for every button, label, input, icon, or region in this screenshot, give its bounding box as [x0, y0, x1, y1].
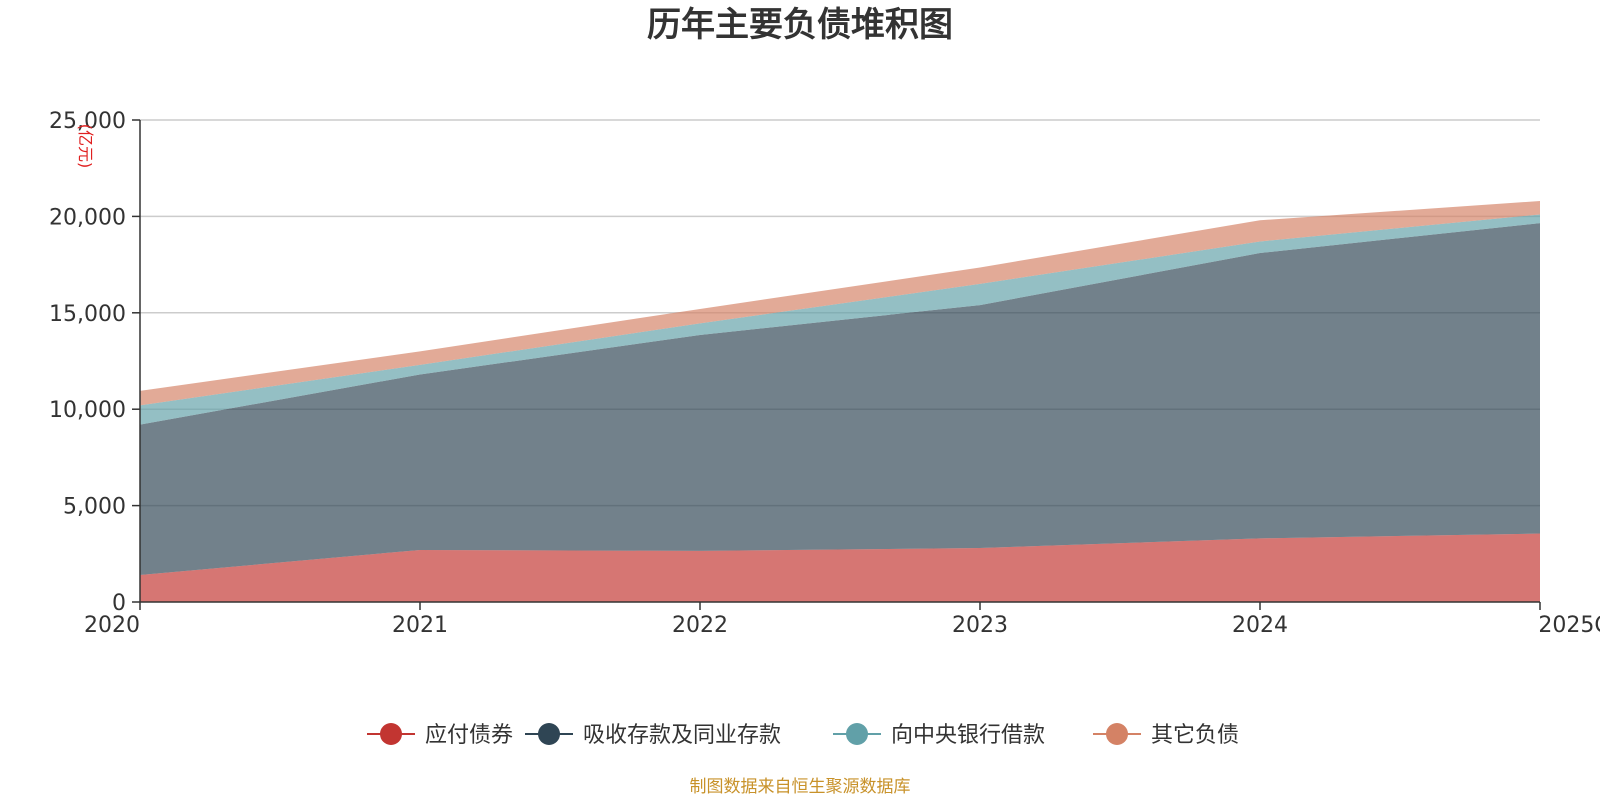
- y-tick-label: 10,000: [49, 398, 126, 423]
- legend-label: 其它负债: [1151, 723, 1239, 748]
- legend-item-2: 吸收存款及同业存款: [525, 723, 781, 748]
- legend: 应付债券 吸收存款及同业存款 向中央银行借款 其它负债: [367, 723, 1239, 748]
- y-tick-label: 15,000: [49, 302, 126, 327]
- area-series-2: [140, 223, 1540, 576]
- data-source-note: 制图数据来自恒生聚源数据库: [690, 777, 911, 797]
- legend-marker-dot: [538, 723, 560, 745]
- legend-marker-dot: [846, 723, 868, 745]
- y-tick-label: 25,000: [49, 109, 126, 134]
- legend-marker-dot: [380, 723, 402, 745]
- legend-label: 应付债券: [425, 723, 513, 748]
- x-tick-label: 2023: [952, 613, 1008, 638]
- x-tick-label: 2025Q1: [1538, 613, 1600, 638]
- chart-title: 历年主要负债堆积图: [647, 5, 953, 45]
- area-series: [140, 200, 1540, 602]
- area-series-3: [140, 214, 1540, 425]
- axes: 0 5,000 10,000 15,000 20,000 25,000 2020 2021 20…: [49, 109, 1600, 638]
- legend-label: 向中央银行借款: [891, 723, 1045, 748]
- y-tick-label: 20,000: [49, 205, 126, 230]
- legend-label: 吸收存款及同业存款: [583, 723, 781, 748]
- legend-marker-dot: [1106, 723, 1128, 745]
- x-tick-label: 2024: [1232, 613, 1288, 638]
- x-tick-label: 2020: [84, 613, 140, 638]
- y-tick-label: 5,000: [63, 495, 126, 520]
- y-tick-label: 0: [112, 591, 126, 616]
- legend-item-1: 应付债券: [367, 723, 513, 748]
- legend-item-4: 其它负债: [1093, 723, 1239, 748]
- area-series-1: [140, 533, 1540, 602]
- area-series-4: [140, 200, 1540, 406]
- legend-item-3: 向中央银行借款: [833, 723, 1045, 748]
- y-axis-unit-label: (亿元): [76, 124, 95, 169]
- x-tick-label: 2021: [392, 613, 448, 638]
- x-tick-label: 2022: [672, 613, 728, 638]
